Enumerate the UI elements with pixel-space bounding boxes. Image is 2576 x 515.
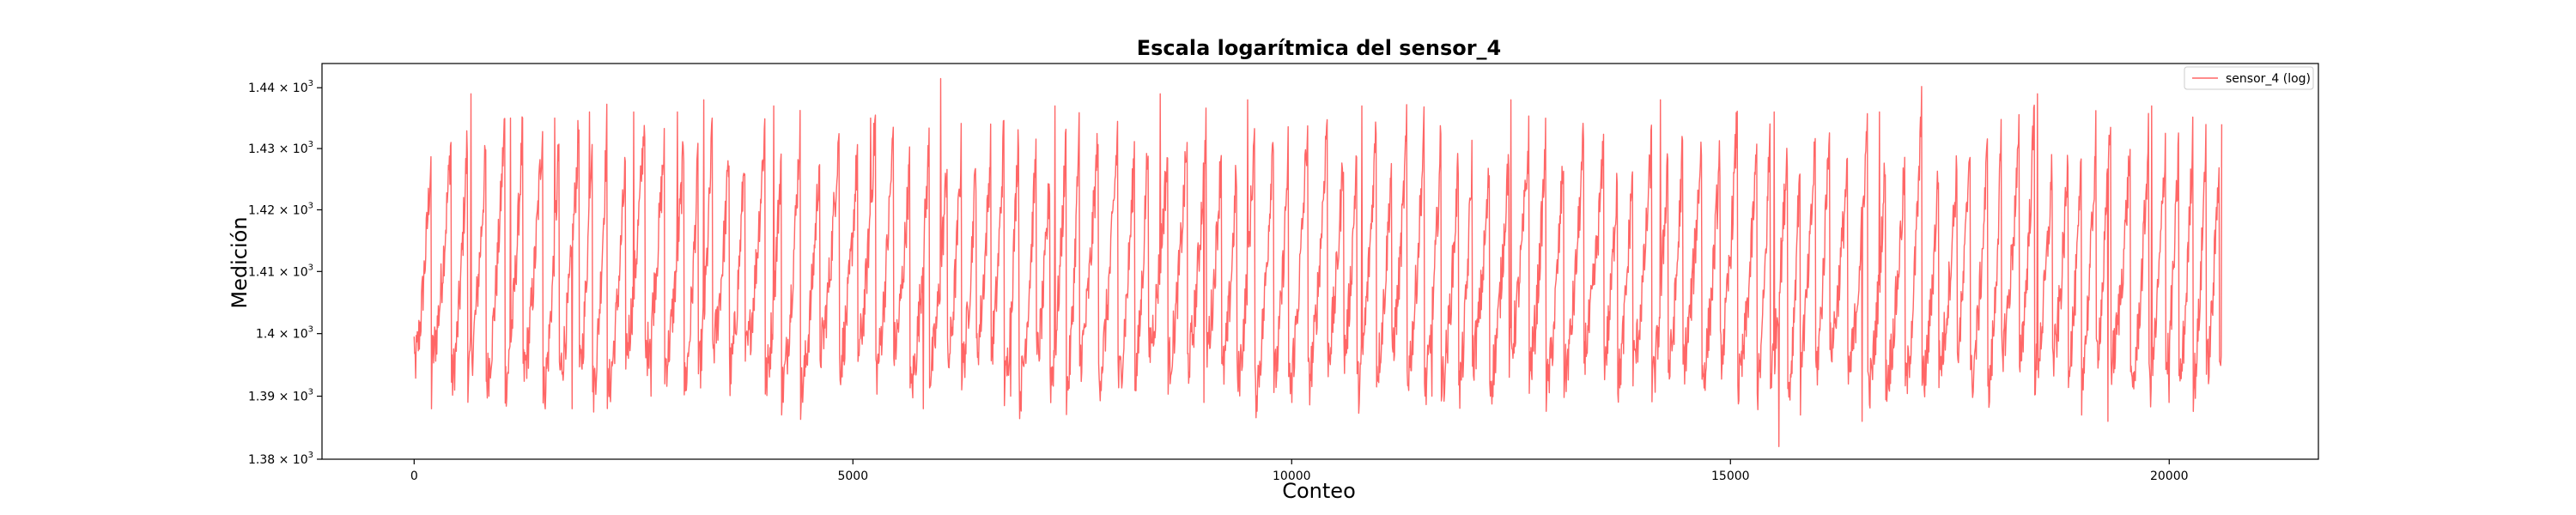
y-tick-label: 1.4 × 103: [256, 325, 313, 342]
legend: sensor_4 (log): [2184, 66, 2314, 90]
x-tick-label: 0: [410, 470, 418, 483]
x-tick-label: 5000: [837, 470, 868, 483]
x-tick-label: 10000: [1273, 470, 1311, 483]
x-axis-label: Conteo: [1282, 479, 1356, 503]
x-axis: 0 5000 10000 15000 20000: [410, 459, 2189, 483]
y-tick-label: 1.42 × 103: [248, 201, 313, 217]
x-tick-label: 20000: [2150, 470, 2189, 483]
y-axis-label: Medición: [228, 216, 252, 308]
legend-box: [2184, 66, 2314, 90]
y-axis: 1.38 × 103 1.39 × 103 1.4 × 103 1.41 × 103 1…: [248, 79, 322, 467]
x-tick-label: 15000: [1711, 470, 1750, 483]
y-tick-label: 1.38 × 103: [248, 451, 313, 467]
y-tick-label: 1.39 × 103: [248, 388, 313, 404]
series-line-sensor-4: [413, 77, 2223, 447]
chart-title: Escala logarítmica del sensor_4: [1137, 36, 1502, 60]
series-layer: [413, 77, 2223, 447]
legend-label: sensor_4 (log): [2226, 72, 2311, 86]
plot-area: [321, 63, 2319, 460]
y-tick-label: 1.44 × 103: [248, 79, 313, 95]
y-tick-label: 1.43 × 103: [248, 140, 313, 156]
y-tick-label: 1.41 × 103: [248, 263, 313, 279]
